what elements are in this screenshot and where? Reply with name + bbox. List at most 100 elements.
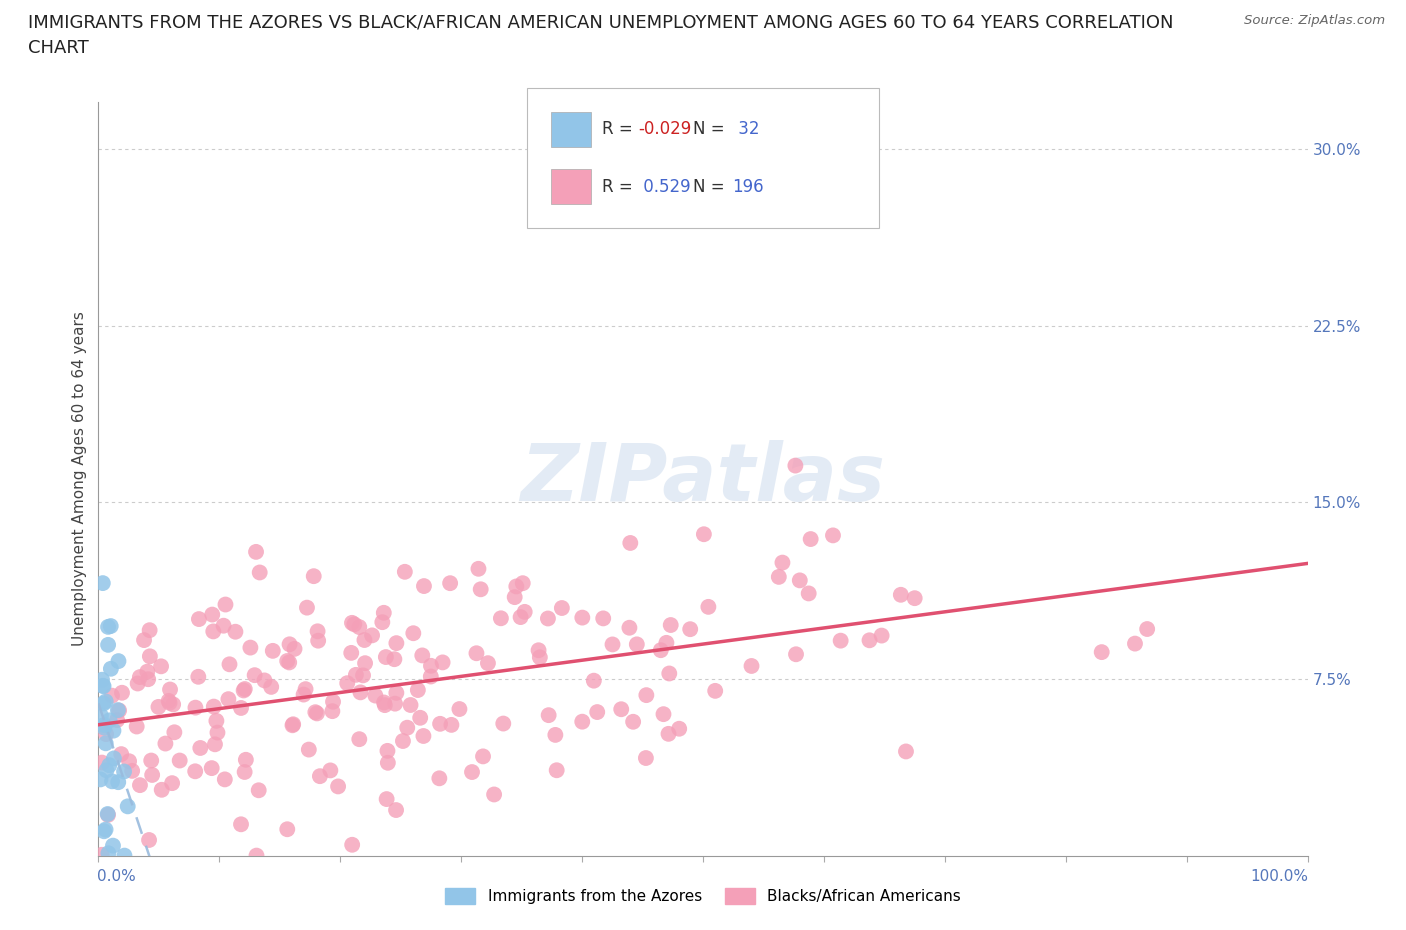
Point — [91, 678, 114, 693]
Point — [412, 728, 434, 743]
Point — [97, 637, 120, 652]
Point — [489, 611, 512, 626]
Point — [619, 536, 641, 551]
Point — [218, 657, 240, 671]
Point — [101, 838, 124, 853]
Point — [100, 661, 122, 676]
Text: 0.0%: 0.0% — [97, 870, 136, 884]
Point — [276, 654, 298, 669]
Legend: Immigrants from the Azores, Blacks/African Americans: Immigrants from the Azores, Blacks/Afric… — [444, 888, 962, 905]
Point — [229, 700, 252, 715]
Point — [409, 711, 432, 725]
Point — [340, 616, 363, 631]
Point — [132, 632, 155, 647]
Point — [205, 713, 228, 728]
Point — [413, 578, 436, 593]
Text: 100.0%: 100.0% — [1251, 870, 1309, 884]
Point — [374, 698, 396, 712]
Point — [169, 753, 191, 768]
Point — [537, 611, 560, 626]
Text: ZIPatlas: ZIPatlas — [520, 440, 886, 518]
Point — [377, 743, 399, 758]
Point — [544, 727, 567, 742]
Point — [94, 726, 117, 741]
Point — [340, 645, 363, 660]
Point — [352, 668, 374, 683]
Point — [157, 694, 180, 709]
Point — [89, 772, 111, 787]
Point — [636, 687, 658, 702]
Point — [162, 697, 184, 711]
Point — [97, 619, 120, 634]
Text: N =: N = — [693, 178, 730, 195]
Point — [619, 620, 641, 635]
Point — [655, 635, 678, 650]
Point — [184, 700, 207, 715]
Point — [217, 692, 239, 707]
Point — [138, 832, 160, 847]
Point — [281, 718, 304, 733]
Point — [385, 803, 408, 817]
Point — [93, 679, 115, 694]
Point — [298, 742, 321, 757]
Point — [304, 705, 326, 720]
Point — [184, 764, 207, 778]
Point — [243, 668, 266, 683]
Point — [233, 764, 256, 779]
Point — [260, 680, 283, 695]
Point — [657, 726, 679, 741]
Point — [93, 824, 115, 839]
Point — [91, 576, 114, 591]
Point — [364, 688, 387, 703]
Point — [150, 658, 173, 673]
Point — [382, 652, 405, 667]
Point — [276, 822, 298, 837]
Point — [785, 647, 807, 662]
Point — [107, 654, 129, 669]
Point — [377, 755, 399, 770]
Point — [797, 586, 820, 601]
Point — [461, 764, 484, 779]
Point — [419, 669, 441, 684]
Point — [247, 783, 270, 798]
Point — [283, 717, 305, 732]
Point — [278, 637, 301, 652]
Point — [98, 713, 121, 728]
Point — [121, 764, 143, 778]
Point — [340, 837, 363, 852]
Point — [150, 782, 173, 797]
Point — [245, 544, 267, 559]
Point — [94, 736, 117, 751]
Point — [283, 642, 305, 657]
Point — [188, 740, 211, 755]
Point — [326, 779, 349, 794]
Point — [114, 848, 136, 863]
Point — [97, 806, 120, 821]
Point — [100, 618, 122, 633]
Point — [821, 528, 844, 543]
Point — [482, 787, 505, 802]
Point — [371, 615, 394, 630]
Point — [187, 670, 209, 684]
Point — [361, 628, 384, 643]
Point — [472, 749, 495, 764]
Point — [201, 761, 224, 776]
Point — [512, 576, 534, 591]
Point — [101, 688, 124, 703]
Point — [136, 664, 159, 679]
Point — [626, 637, 648, 652]
Point — [392, 734, 415, 749]
Point — [789, 573, 811, 588]
Point — [229, 817, 252, 831]
Point — [396, 720, 419, 735]
Point — [529, 650, 551, 665]
Point — [118, 754, 141, 769]
Point — [890, 588, 912, 603]
Text: -0.029: -0.029 — [638, 121, 692, 139]
Point — [139, 649, 162, 664]
Point — [349, 619, 371, 634]
Point — [294, 682, 316, 697]
Point — [658, 666, 681, 681]
Point — [141, 767, 163, 782]
Point — [98, 758, 121, 773]
